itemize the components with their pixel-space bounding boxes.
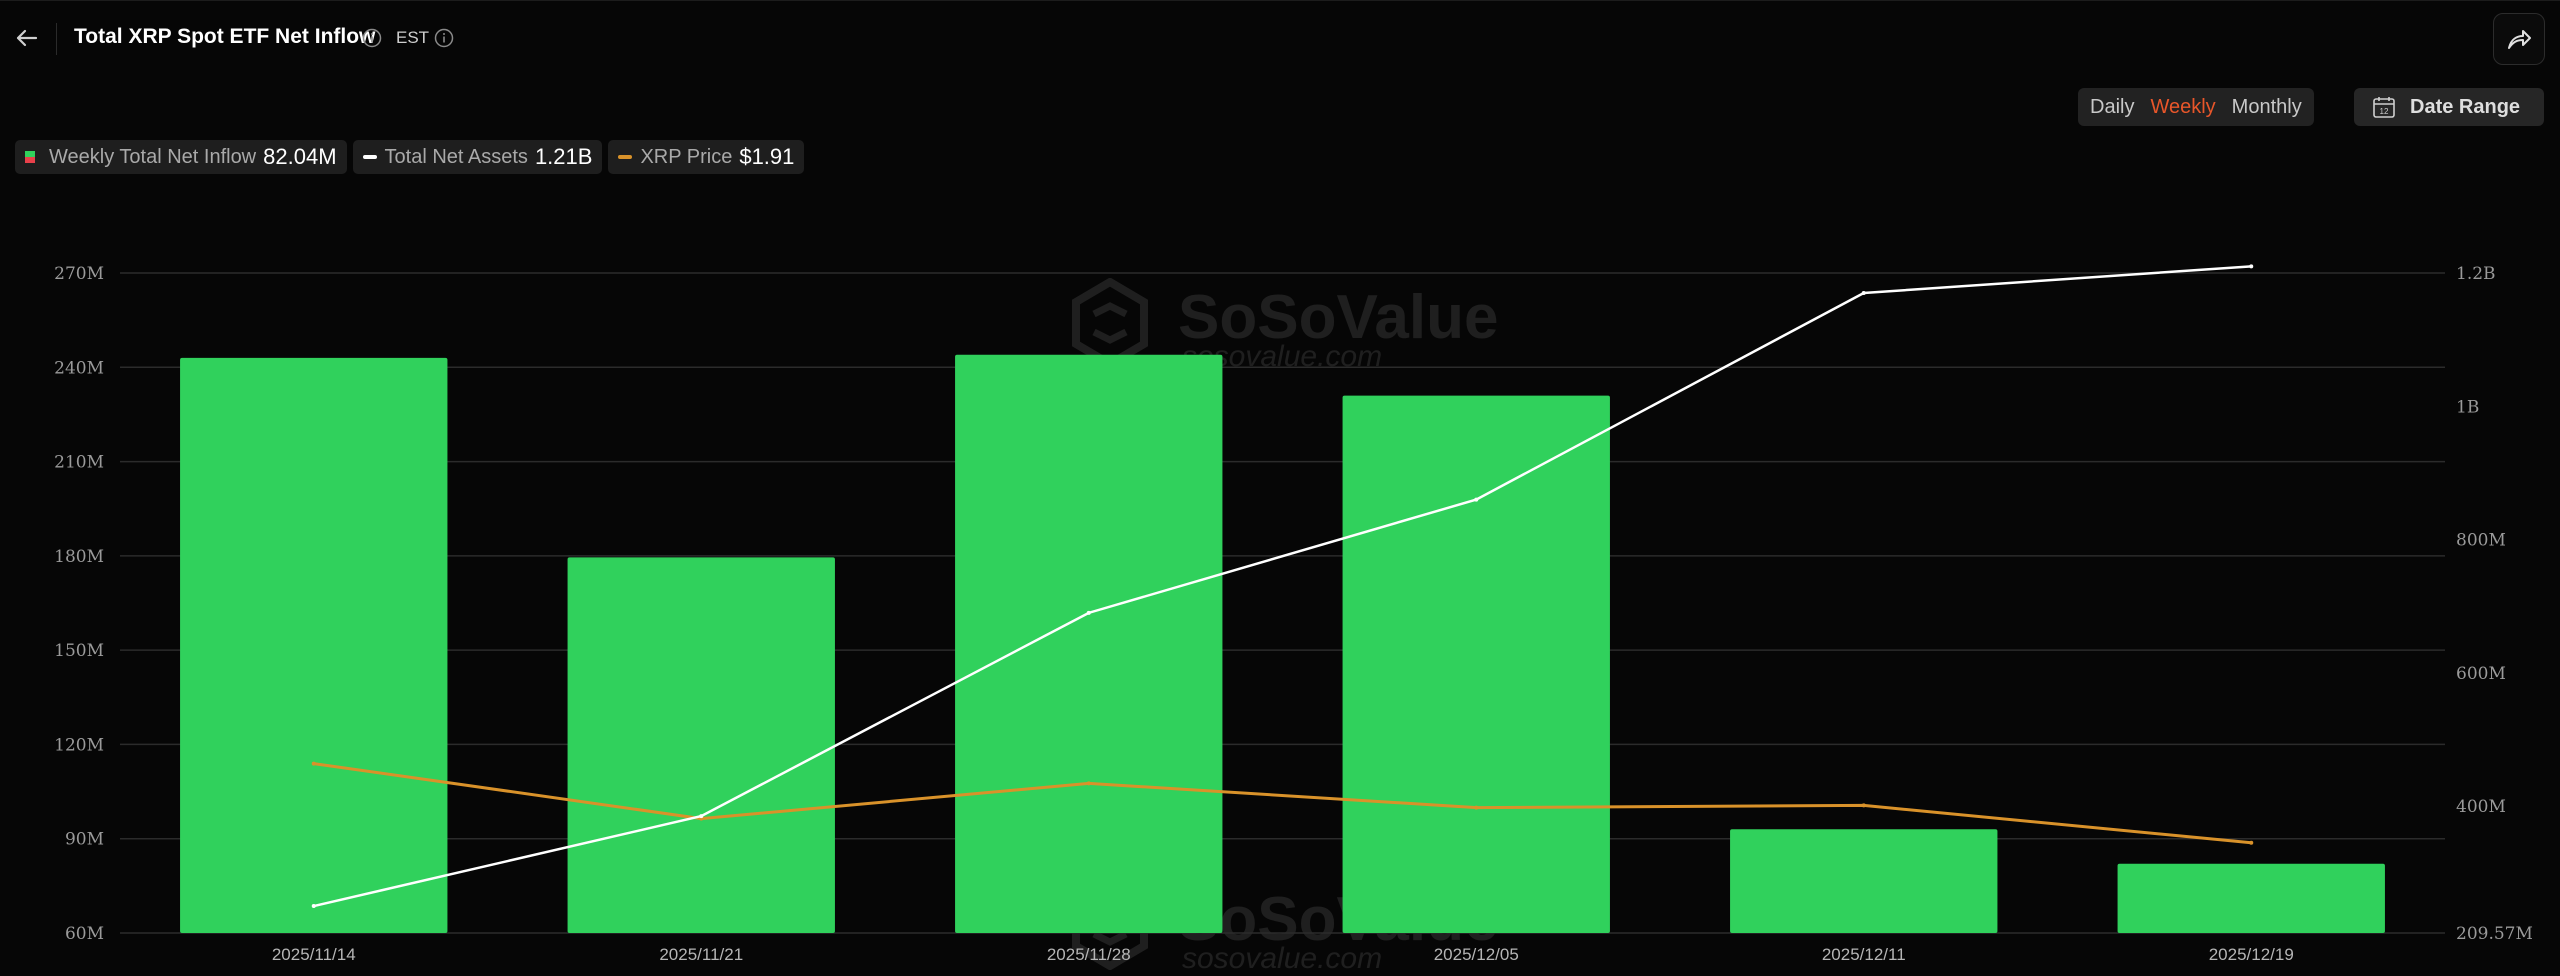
date-range-button[interactable]: 12 Date Range — [2354, 88, 2544, 126]
assets-point — [1474, 497, 1479, 502]
legend: Weekly Total Net Inflow 82.04M Total Net… — [15, 140, 805, 174]
price-point — [1474, 805, 1479, 810]
y-right-tick-label: 600M — [2456, 664, 2506, 684]
arrow-left-icon[interactable] — [12, 23, 42, 53]
svg-text:12: 12 — [2380, 107, 2389, 116]
y-left-tick-label: 240M — [54, 358, 104, 378]
price-point — [1861, 803, 1866, 808]
assets-line — [313, 265, 2252, 908]
legend-inflow-label: Weekly Total Net Inflow — [49, 145, 257, 168]
bar — [1342, 395, 1610, 934]
y-right-tick-label: 1B — [2456, 397, 2479, 417]
legend-price-label: XRP Price — [640, 145, 733, 168]
x-tick-label: 2025/11/14 — [272, 945, 356, 964]
bar-swatch-icon — [25, 151, 35, 163]
top-bar: Total XRP Spot ETF Net Inflow EST — [0, 0, 2560, 77]
y-left-tick-label: 60M — [65, 924, 104, 944]
tab-weekly[interactable]: Weekly — [2150, 95, 2216, 118]
y-right-tick-label: 400M — [2456, 797, 2506, 817]
y-right-tick-label: 800M — [2456, 531, 2506, 551]
legend-inflow[interactable]: Weekly Total Net Inflow 82.04M — [15, 140, 347, 174]
line-swatch-icon — [618, 155, 633, 159]
y-left-tick-label: 180M — [54, 547, 104, 567]
x-tick-label: 2025/12/05 — [1434, 945, 1519, 964]
info-icon[interactable] — [362, 28, 382, 48]
x-tick-label: 2025/11/28 — [1047, 945, 1131, 964]
page-title: Total XRP Spot ETF Net Inflow — [74, 25, 376, 48]
price-line — [313, 762, 2252, 845]
assets-point — [2249, 264, 2254, 269]
assets-point — [311, 904, 316, 909]
price-point — [1086, 781, 1091, 786]
bar — [180, 357, 448, 933]
timezone-label: EST — [396, 28, 430, 47]
y-right-tick-label: 209.57M — [2456, 924, 2533, 944]
price-point — [2249, 840, 2254, 845]
y-left-tick-label: 120M — [54, 735, 104, 755]
tab-monthly[interactable]: Monthly — [2231, 95, 2302, 118]
legend-inflow-value: 82.04M — [263, 144, 337, 169]
date-range-label: Date Range — [2410, 95, 2521, 118]
price-point — [311, 761, 316, 766]
calendar-icon: 12 — [2373, 97, 2395, 118]
y-right-tick-label: 1.2B — [2456, 264, 2496, 284]
legend-assets-value: 1.21B — [534, 144, 593, 169]
assets-point — [1861, 290, 1866, 295]
bar — [955, 354, 1223, 933]
legend-assets[interactable]: Total Net Assets 1.21B — [352, 140, 603, 174]
tab-daily[interactable]: Daily — [2090, 95, 2135, 118]
bar — [1730, 829, 1998, 933]
y-left-tick-label: 210M — [54, 453, 104, 473]
divider — [56, 23, 57, 55]
x-tick-label: 2025/12/19 — [2209, 945, 2294, 964]
info-icon[interactable] — [434, 28, 454, 48]
share-button[interactable] — [2493, 13, 2545, 65]
legend-price[interactable]: XRP Price $1.91 — [608, 140, 805, 174]
y-left-tick-label: 90M — [65, 830, 104, 850]
y-left-tick-label: 150M — [54, 641, 104, 661]
period-selector: Daily Weekly Monthly — [2078, 88, 2314, 126]
assets-point — [1086, 610, 1091, 615]
legend-assets-label: Total Net Assets — [384, 145, 528, 168]
bar — [567, 557, 835, 933]
legend-price-value: $1.91 — [739, 144, 795, 169]
assets-point — [699, 814, 704, 819]
x-tick-label: 2025/11/21 — [659, 945, 743, 964]
share-icon — [2508, 30, 2531, 49]
line-swatch-icon — [362, 155, 377, 159]
y-left-tick-label: 270M — [54, 264, 104, 284]
x-tick-label: 2025/12/11 — [1822, 945, 1906, 964]
bar — [2117, 863, 2385, 933]
